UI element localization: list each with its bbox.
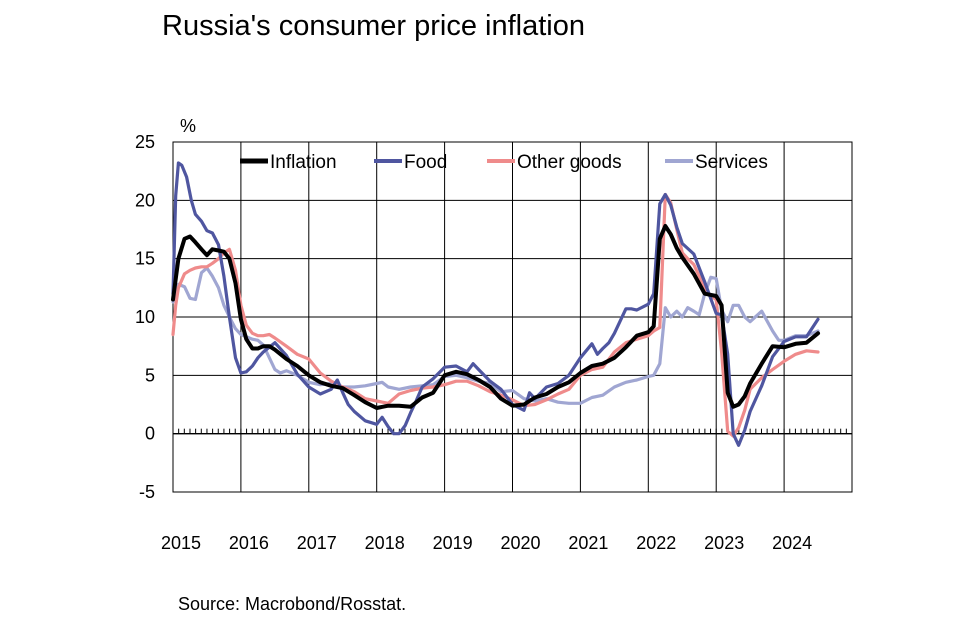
x-tick-label: 2024 (772, 533, 812, 553)
plot-frame (172, 141, 853, 493)
legend-label: Services (695, 152, 768, 173)
legend-item-other-goods: Other goods (487, 152, 622, 173)
legend-label: Inflation (270, 152, 337, 173)
x-tick-label: 2023 (704, 533, 744, 553)
axes: -5 0 5 10 15 20 25 2015 2016 2017 2018 2019 2020 2021… (135, 132, 853, 553)
x-tick-label: 2019 (433, 533, 473, 553)
y-axis-label: % (180, 116, 196, 136)
y-tick-label: 0 (145, 424, 155, 444)
x-tick-label: 2021 (568, 533, 608, 553)
legend-item-services: Services (665, 152, 768, 173)
y-tick-label: 10 (135, 307, 155, 327)
legend: Inflation Food Other goods Services (240, 152, 768, 173)
y-tick-label: -5 (139, 482, 155, 502)
chart-title: Russia's consumer price inflation (162, 10, 585, 42)
y-tick-label: 15 (135, 249, 155, 269)
series-line-food (171, 161, 820, 447)
series-lines (171, 161, 820, 447)
x-tick-label: 2015 (161, 533, 201, 553)
legend-label: Food (404, 152, 447, 173)
y-tick-label: 5 (145, 365, 155, 385)
x-tick-label: 2018 (365, 533, 405, 553)
y-tick-label: 25 (135, 132, 155, 152)
series-line-services (171, 266, 820, 405)
x-tick-label: 2020 (500, 533, 540, 553)
y-tick-label: 20 (135, 190, 155, 210)
x-tick-label: 2017 (297, 533, 337, 553)
series-line-inflation (171, 224, 820, 410)
legend-item-food: Food (374, 152, 447, 173)
source-note: Source: Macrobond/Rosstat. (178, 594, 407, 614)
x-tick-label: 2022 (636, 533, 676, 553)
grid (173, 141, 852, 493)
legend-item-inflation: Inflation (240, 152, 337, 173)
legend-label: Other goods (517, 152, 622, 173)
x-tick-label: 2016 (229, 533, 269, 553)
